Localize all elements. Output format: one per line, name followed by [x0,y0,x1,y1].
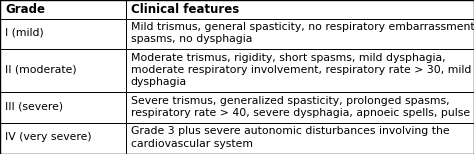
Text: Clinical features: Clinical features [131,3,239,16]
Text: dysphagia: dysphagia [131,77,187,87]
Text: Moderate trismus, rigidity, short spasms, mild dysphagia,: Moderate trismus, rigidity, short spasms… [131,53,445,63]
Bar [126,123,474,154]
Text: respiratory rate > 40, severe dysphagia, apnoeic spells, pulse > 120: respiratory rate > 40, severe dysphagia,… [131,108,474,118]
Text: II (moderate): II (moderate) [5,65,77,75]
Text: Mild trismus, general spasticity, no respiratory embarrassment, no: Mild trismus, general spasticity, no res… [131,22,474,32]
Text: IV (very severe): IV (very severe) [5,132,91,142]
Bar [126,0,474,19]
Bar [0,0,126,19]
Text: I (mild): I (mild) [5,28,44,38]
Text: Grade 3 plus severe autonomic disturbances involving the: Grade 3 plus severe autonomic disturbanc… [131,126,449,136]
Text: Severe trismus, generalized spasticity, prolonged spasms,: Severe trismus, generalized spasticity, … [131,96,449,106]
Bar [126,92,474,123]
Bar [0,19,126,49]
Bar [0,92,126,123]
Text: Grade: Grade [5,3,45,16]
Bar [0,123,126,154]
Bar [126,19,474,49]
Bar [0,49,126,92]
Bar [126,49,474,92]
Text: III (severe): III (severe) [5,102,63,112]
Text: moderate respiratory involvement, respiratory rate > 30, mild: moderate respiratory involvement, respir… [131,65,471,75]
Text: cardiovascular system: cardiovascular system [131,139,253,149]
Text: spasms, no dysphagia: spasms, no dysphagia [131,34,252,44]
